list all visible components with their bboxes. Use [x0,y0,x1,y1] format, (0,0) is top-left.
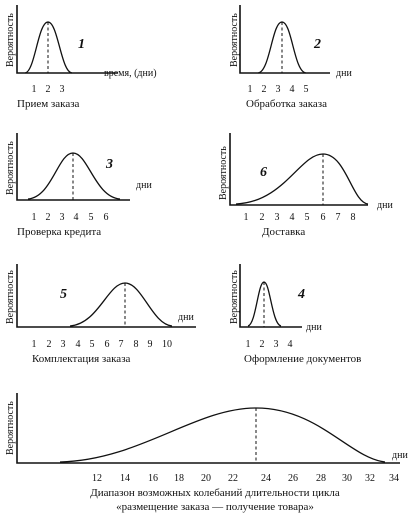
panel-3-y-label: Вероятность [5,141,16,195]
panel-3-tick-3: 3 [60,212,65,223]
panel-7-tick-14: 14 [120,473,130,484]
panel-5-tick-3: 3 [61,339,66,350]
panel-6-number: 4 [297,287,305,302]
panel-7-tick-32: 32 [365,473,375,484]
panel-1-tick-1: 1 [32,84,37,95]
panel-5-x-label: дни [178,312,194,323]
panel-3-tick-6: 6 [104,212,109,223]
panel-1-number: 1 [78,37,85,52]
panel-1-tick-3: 3 [60,84,65,95]
panel-6-tick-2: 2 [260,339,265,350]
panel-3-tick-2: 2 [46,212,51,223]
panel-6-y-label: Вероятность [229,270,240,324]
panel-4-caption: Доставка [262,226,305,238]
panel-1-x-label: время, (дни) [104,68,157,79]
panel-7-tick-16: 16 [148,473,158,484]
panel-4-x-label: дни [377,200,393,211]
panel-5-axes [16,264,196,328]
panel-3-tick-4: 4 [74,212,79,223]
panel-5-tick-2: 2 [47,339,52,350]
panel-4-y-label: Вероятность [218,146,229,200]
panel-2-tick-3: 3 [276,84,281,95]
panel-5-tick-7: 7 [119,339,124,350]
panel-4-tick-4: 4 [290,212,295,223]
panel-2-caption: Обработка заказа [246,98,327,110]
panel-6-axes [239,264,302,328]
panel-6-x-label: дни [306,322,322,333]
panel-4-tick-3: 3 [275,212,280,223]
panel-documentation: Вероятность 4 дни 1 2 3 4 Оформление док… [229,264,361,365]
panel-4-tick-1: 1 [244,212,249,223]
panel-delivery: Вероятность 6 дни 1 2 3 4 5 6 7 8 Достав… [218,133,393,238]
panel-7-curve [59,407,386,463]
panel-2-tick-5: 5 [304,84,309,95]
panel-5-y-label: Вероятность [5,270,16,324]
panel-3-tick-1: 1 [32,212,37,223]
panel-1-tick-2: 2 [46,84,51,95]
panel-7-tick-30: 30 [342,473,352,484]
panel-6-caption: Оформление документов [244,353,361,365]
panel-7-tick-26: 26 [288,473,298,484]
panel-7-tick-28: 28 [316,473,326,484]
panel-order-receipt: Вероятность 1 время, (дни) 1 2 3 Прием з… [5,5,157,110]
panel-7-tick-12: 12 [92,473,102,484]
panel-2-tick-4: 4 [290,84,295,95]
panel-2-x-label: дни [336,68,352,79]
panel-5-tick-5: 5 [90,339,95,350]
panel-7-axes [16,393,400,464]
panel-5-curve [69,282,173,327]
panel-4-tick-8: 8 [351,212,356,223]
panel-order-picking: Вероятность 5 дни 1 2 3 4 5 6 7 8 9 10 К… [5,264,196,365]
panel-7-y-label: Вероятность [5,401,16,455]
panel-2-y-label: Вероятность [229,13,240,67]
panel-3-caption: Проверка кредита [17,226,101,238]
panel-4-axes [229,133,368,206]
panel-3-tick-5: 5 [89,212,94,223]
panel-6-tick-4: 4 [288,339,293,350]
panel-credit-check: Вероятность 3 дни 1 2 3 4 5 6 Проверка к… [5,133,152,238]
panel-5-caption: Комплектация заказа [32,353,131,365]
panel-total-cycle: Вероятность дни 12 14 16 18 20 22 24 26 … [5,393,408,513]
panel-6-tick-1: 1 [246,339,251,350]
panel-4-number: 6 [260,165,267,180]
panel-1-axes [16,5,118,74]
panel-5-tick-6: 6 [105,339,110,350]
panel-3-number: 3 [105,157,113,172]
panel-4-tick-7: 7 [336,212,341,223]
panel-1-y-label: Вероятность [5,13,16,67]
panel-5-tick-9: 9 [148,339,153,350]
panel-4-tick-2: 2 [260,212,265,223]
panel-4-curve [235,153,369,205]
panel-7-tick-24: 24 [261,473,271,484]
panel-7-x-label: дни [392,450,408,461]
panel-order-processing: Вероятность 2 дни 1 2 3 4 5 Обработка за… [229,5,352,110]
panel-3-x-label: дни [136,180,152,191]
panel-3-axes [16,133,130,201]
panel-4-tick-5: 5 [305,212,310,223]
panel-7-tick-22: 22 [228,473,238,484]
panel-4-tick-6: 6 [321,212,326,223]
panel-2-axes [239,5,330,74]
panel-5-tick-1: 1 [32,339,37,350]
panel-2-tick-1: 1 [248,84,253,95]
panel-2-number: 2 [313,37,321,52]
panel-7-tick-18: 18 [174,473,184,484]
panel-5-tick-8: 8 [134,339,139,350]
panel-7-tick-20: 20 [201,473,211,484]
panel-1-caption: Прием заказа [17,98,80,110]
panel-7-caption: Диапазон возможных колебаний длительност… [90,487,340,499]
panel-7-caption-line-2: «размещение заказа — получение товара» [116,501,314,513]
panel-5-tick-4: 4 [76,339,81,350]
panel-6-tick-3: 3 [274,339,279,350]
panel-5-number: 5 [60,287,67,302]
panel-5-tick-10: 10 [162,339,172,350]
panel-2-tick-2: 2 [262,84,267,95]
panel-7-tick-34: 34 [389,473,399,484]
